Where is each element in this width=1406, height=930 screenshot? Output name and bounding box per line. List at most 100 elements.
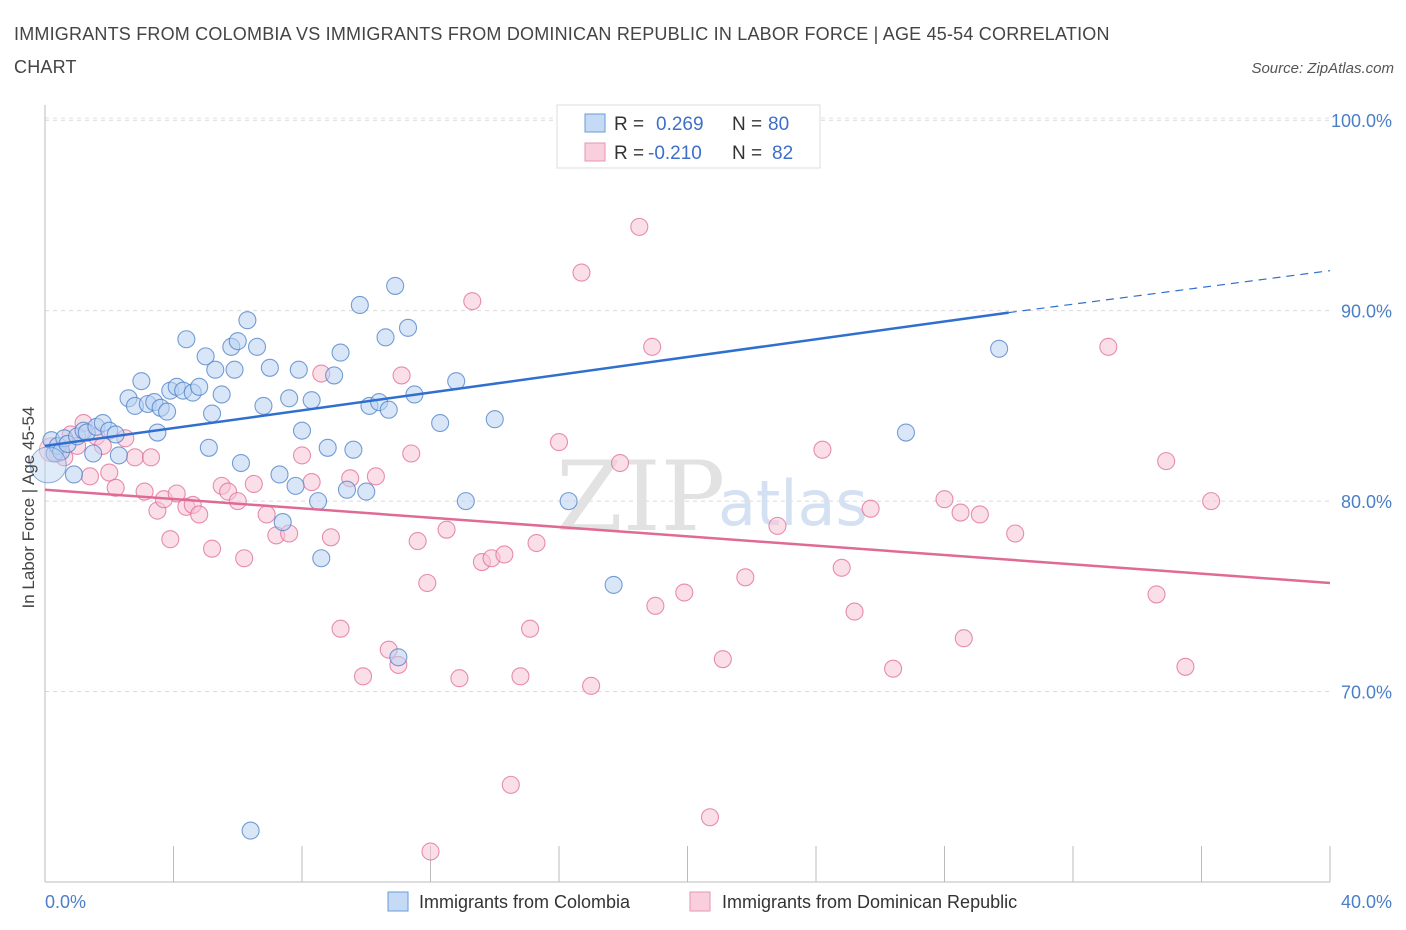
point-colombia	[376, 328, 395, 347]
bottom-legend-swatch-dominican	[689, 891, 711, 912]
point-colombia	[109, 446, 128, 465]
point-colombia	[158, 402, 177, 421]
point-dominican	[1202, 492, 1221, 511]
point-dominican	[418, 573, 437, 593]
point-dominican	[244, 474, 263, 494]
grid	[45, 117, 1330, 693]
point-dominican	[80, 467, 100, 486]
point-colombia	[270, 465, 289, 484]
point-colombia	[485, 410, 504, 429]
point-colombia	[350, 295, 369, 315]
point-dominican	[190, 505, 209, 524]
point-dominican	[141, 448, 161, 467]
point-dominican	[935, 490, 954, 509]
bottom-legend-label-colombia: Immigrants from Colombia	[419, 892, 631, 912]
point-colombia	[386, 276, 405, 295]
point-colombia	[280, 389, 299, 408]
point-dominican	[366, 467, 385, 486]
point-dominican	[884, 659, 903, 678]
legend-r-value-dominican: -0.210	[648, 143, 702, 164]
y-tick-label: 100.0%	[1331, 111, 1392, 131]
point-dominican	[302, 473, 321, 492]
point-dominican	[463, 292, 482, 311]
trend-line-colombia-extension	[1008, 270, 1331, 314]
point-colombia	[312, 549, 331, 568]
watermark-atlas: atlas	[718, 467, 868, 540]
point-dominican	[353, 667, 373, 686]
point-colombia	[389, 648, 408, 667]
point-dominican	[125, 448, 144, 467]
axes	[44, 105, 1331, 883]
legend-swatch-colombia	[584, 113, 606, 133]
point-colombia	[286, 476, 305, 495]
point-dominican	[1157, 452, 1176, 471]
point-dominican	[954, 629, 973, 648]
point-colombia	[325, 366, 344, 385]
legend-n-label-colombia: N =	[732, 114, 762, 135]
y-tick-labels: 100.0% 90.0% 80.0% 70.0%	[1331, 111, 1392, 702]
point-colombia	[990, 339, 1009, 358]
legend-n-value-colombia: 80	[768, 114, 789, 135]
x-tick-label-min: 0.0%	[45, 892, 86, 912]
point-dominican	[845, 602, 864, 621]
point-colombia	[309, 492, 328, 511]
point-colombia	[206, 360, 225, 379]
point-dominican	[402, 444, 421, 463]
point-colombia	[318, 438, 337, 457]
point-colombia	[344, 440, 363, 459]
point-colombia	[273, 513, 292, 532]
point-colombia	[212, 385, 231, 404]
point-colombia	[238, 311, 257, 330]
point-colombia	[225, 360, 244, 379]
point-dominican	[630, 217, 649, 236]
point-dominican	[861, 499, 880, 518]
legend-r-label-colombia: R =	[614, 114, 644, 135]
legend-swatch-dominican	[584, 142, 606, 162]
point-colombia	[132, 372, 151, 391]
chart-source: Source: ZipAtlas.com	[1251, 60, 1394, 77]
point-dominican	[331, 619, 350, 638]
point-dominican	[610, 453, 630, 473]
point-dominican	[292, 446, 312, 465]
legend-n-label-dominican: N =	[732, 143, 762, 164]
trend-line-colombia	[44, 311, 1009, 448]
point-dominican	[572, 263, 591, 282]
point-dominican	[521, 619, 540, 638]
point-dominican	[511, 667, 530, 686]
point-dominican	[100, 463, 119, 482]
y-tick-label: 70.0%	[1341, 683, 1392, 703]
point-colombia	[559, 492, 578, 511]
chart-title: IMMIGRANTS FROM COLOMBIA VS IMMIGRANTS F…	[14, 24, 1110, 77]
series-colombia-points	[29, 109, 1009, 840]
point-colombia	[199, 438, 218, 457]
point-dominican	[813, 440, 832, 459]
point-dominican	[951, 503, 970, 522]
point-colombia	[64, 465, 83, 484]
x-tick-labels: 0.0% 40.0%	[45, 892, 1392, 912]
bottom-legend-label-dominican: Immigrants from Dominican Republic	[722, 892, 1017, 912]
point-colombia	[398, 318, 418, 337]
bottom-legend-swatch-colombia	[387, 891, 409, 912]
point-colombia	[289, 360, 308, 379]
legend-r-label-dominican: R =	[614, 143, 644, 164]
point-colombia	[456, 492, 475, 511]
legend-r-value-colombia: 0.269	[656, 114, 704, 135]
point-dominican	[643, 337, 662, 356]
x-tick-label-max: 40.0%	[1341, 892, 1392, 912]
point-dominican	[437, 520, 456, 539]
watermark-zip: ZIP	[556, 441, 725, 553]
point-colombia	[231, 453, 251, 473]
point-colombia	[254, 396, 273, 415]
correlation-legend: R = 0.269 N = 80 R = -0.210 N = 82	[556, 104, 821, 169]
point-colombia	[247, 337, 267, 356]
series-legend: Immigrants from Colombia Immigrants from…	[387, 891, 1017, 912]
point-dominican	[1099, 337, 1118, 356]
trend-lines	[44, 270, 1331, 585]
point-colombia	[302, 391, 321, 410]
point-dominican	[768, 516, 787, 535]
point-colombia	[337, 480, 357, 499]
y-tick-label: 80.0%	[1341, 492, 1392, 512]
point-colombia	[357, 482, 376, 501]
point-dominican	[582, 676, 601, 695]
